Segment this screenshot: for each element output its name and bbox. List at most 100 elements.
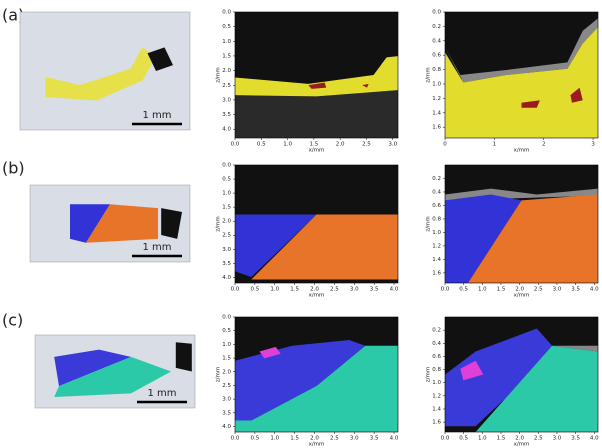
phase-region (235, 345, 398, 432)
y-axis-label: z/mm (426, 216, 432, 231)
phase-region (235, 90, 398, 138)
plot-frame (444, 164, 599, 284)
x-axis-label: x/mm (514, 442, 530, 448)
panel-label: (c) (2, 311, 23, 330)
x-tick-label: 0.5 (459, 287, 468, 293)
panel-label: (a) (2, 6, 24, 25)
phase-region (251, 214, 398, 280)
plot-frame (444, 11, 599, 139)
y-tick-label: 2.5 (222, 233, 231, 239)
x-tick-label: 1.5 (497, 287, 506, 293)
phase-region (475, 345, 598, 432)
y-tick-label: 3.0 (222, 397, 231, 403)
y-tick-label: 4.0 (222, 127, 231, 133)
y-tick-label: 2.5 (222, 383, 231, 389)
phase-region (445, 18, 598, 83)
phase-region (362, 83, 369, 88)
y-tick-label: 3.5 (222, 112, 231, 118)
x-tick-label: 0.0 (231, 287, 240, 293)
scale-bar-label: 1 mm (142, 242, 171, 253)
x-tick-label: 0.0 (231, 436, 240, 442)
y-tick-label: 0.6 (432, 203, 441, 209)
phase-region (445, 194, 522, 283)
y-tick-label: 2.0 (222, 369, 231, 375)
plot-frame (234, 11, 399, 139)
y-tick-label: 3.0 (222, 247, 231, 253)
y-tick-label: 3.0 (222, 97, 231, 103)
x-tick-label: 0.5 (251, 287, 260, 293)
sample-region (175, 342, 192, 372)
y-tick-label: 1.5 (222, 205, 231, 211)
x-tick-label: 3.0 (553, 436, 562, 442)
y-tick-label: 1.5 (222, 356, 231, 362)
sample-region (161, 208, 182, 239)
x-tick-label: 2.5 (362, 142, 371, 148)
y-tick-label: 0.2 (432, 24, 441, 30)
sample-region (147, 47, 173, 71)
y-tick-label: 0.5 (222, 177, 231, 183)
micrograph (19, 11, 191, 131)
phase-region (308, 82, 327, 89)
panel-label: (b) (2, 159, 25, 178)
y-tick-label: 2.5 (222, 83, 231, 89)
x-tick-label: 3.0 (350, 287, 359, 293)
y-tick-label: 0.4 (432, 341, 441, 347)
scale-bar-label: 1 mm (147, 388, 176, 399)
phase-region (235, 214, 317, 278)
phase-region (467, 194, 598, 283)
y-tick-label: 4.0 (222, 424, 231, 430)
x-tick-label: 1.0 (270, 436, 279, 442)
y-tick-label: 1.0 (222, 342, 231, 348)
x-tick-label: 2.5 (330, 436, 339, 442)
x-tick-label: 3.0 (350, 436, 359, 442)
x-tick-label: 4.0 (590, 436, 599, 442)
y-tick-label: 2.0 (222, 219, 231, 225)
phase-region (521, 100, 540, 108)
y-axis-label: z/mm (216, 216, 222, 231)
scale-bar-label: 1 mm (142, 110, 171, 121)
phase-region (445, 27, 598, 138)
x-tick-label: 0.0 (441, 436, 450, 442)
y-tick-label: 1.4 (432, 257, 441, 263)
y-tick-label: 1.0 (222, 39, 231, 45)
x-tick-label: 0 (443, 142, 447, 148)
x-tick-label: 2.0 (336, 142, 345, 148)
x-tick-label: 0.0 (441, 287, 450, 293)
x-tick-label: 3.5 (370, 287, 379, 293)
x-tick-label: 1.0 (478, 287, 487, 293)
phase-region (552, 345, 598, 352)
y-tick-label: 0.8 (432, 367, 441, 373)
x-tick-label: 4.0 (590, 287, 599, 293)
x-tick-label: 1.0 (283, 142, 292, 148)
x-tick-label: 2.5 (534, 436, 543, 442)
y-tick-label: 0.6 (432, 354, 441, 360)
y-tick-label: 0.0 (222, 163, 231, 169)
phase-region (235, 56, 398, 97)
x-tick-label: 1.5 (290, 436, 299, 442)
x-tick-label: 1.5 (290, 287, 299, 293)
phase-region (460, 360, 484, 381)
x-tick-label: 3.5 (571, 436, 580, 442)
x-tick-label: 1.5 (309, 142, 318, 148)
y-tick-label: 1.0 (222, 191, 231, 197)
y-axis-label: z/mm (426, 67, 432, 82)
x-tick-label: 1.5 (497, 436, 506, 442)
y-tick-label: 1.0 (432, 380, 441, 386)
y-tick-label: 0.8 (432, 67, 441, 73)
phase-region (259, 346, 281, 359)
y-axis-label: z/mm (216, 67, 222, 82)
sample-region (54, 349, 132, 387)
phase-region (235, 340, 366, 421)
x-tick-label: 4.0 (390, 436, 399, 442)
x-axis-label: x/mm (309, 148, 325, 154)
y-tick-label: 1.4 (432, 110, 441, 116)
y-tick-label: 0.2 (432, 176, 441, 182)
y-tick-label: 1.4 (432, 407, 441, 413)
y-tick-label: 0.8 (432, 216, 441, 222)
x-tick-label: 1 (493, 142, 497, 148)
y-tick-label: 0.2 (432, 328, 441, 334)
x-tick-label: 3 (591, 142, 595, 148)
y-tick-label: 0.0 (222, 315, 231, 321)
x-tick-label: 3.5 (370, 436, 379, 442)
